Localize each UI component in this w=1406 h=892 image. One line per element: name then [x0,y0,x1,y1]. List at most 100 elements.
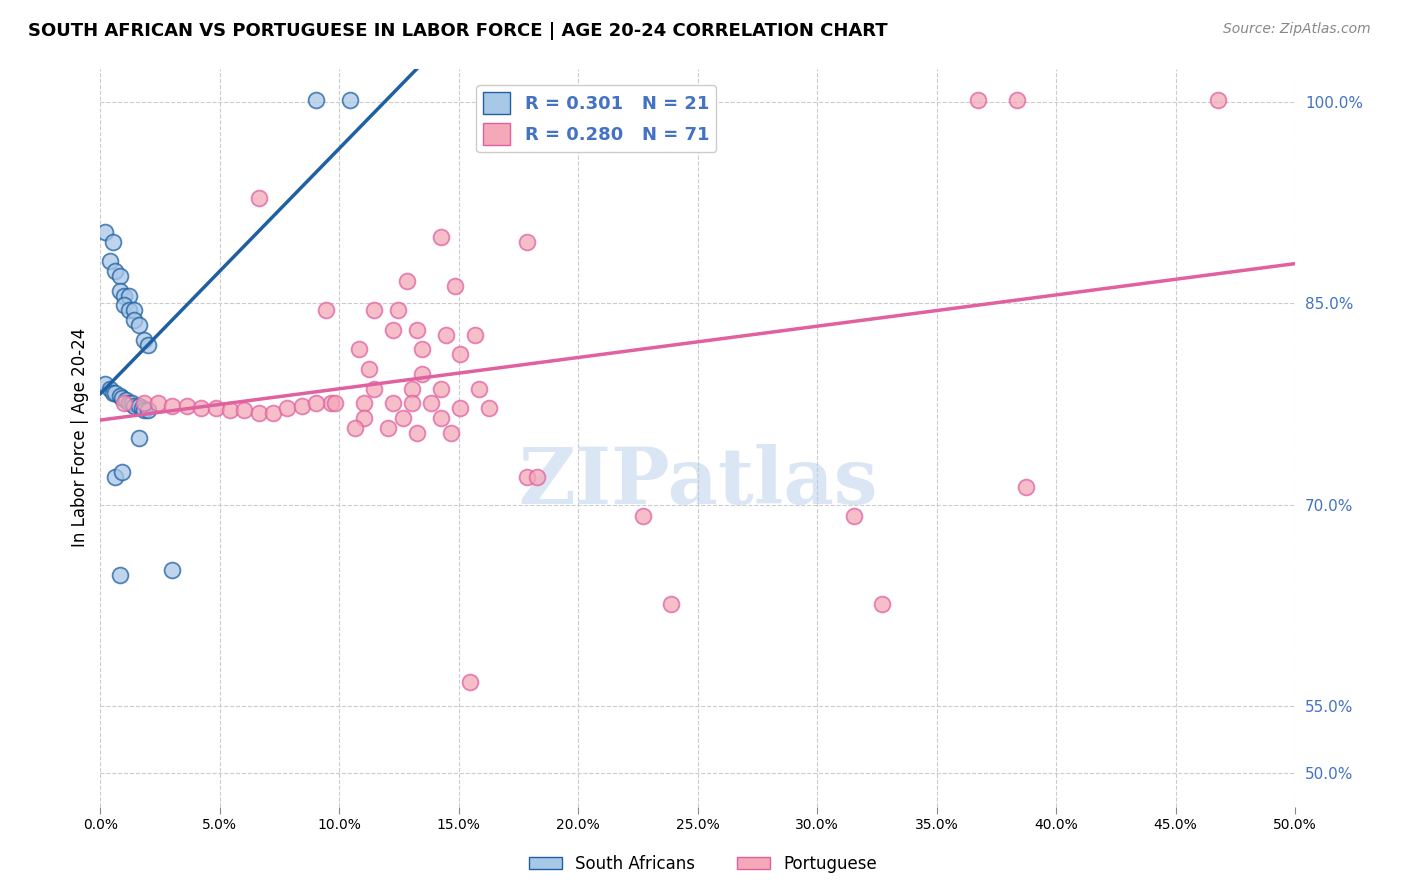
Point [387,303,409,318]
Point [101,235,124,249]
Point [219,403,242,417]
Point [108,268,131,283]
Point [190,401,212,416]
Point [357,362,380,376]
Point [430,382,453,396]
Point [458,675,481,690]
Point [401,382,423,396]
Point [262,406,284,420]
Point [872,597,894,611]
Point [128,431,150,445]
Point [104,264,127,278]
Point [104,386,127,401]
Point [112,288,135,302]
Point [430,411,453,425]
Text: ZIPatlas: ZIPatlas [517,444,877,520]
Point [631,508,654,523]
Point [108,284,131,298]
Point [464,327,486,342]
Text: SOUTH AFRICAN VS PORTUGUESE IN LABOR FORCE | AGE 20-24 CORRELATION CHART: SOUTH AFRICAN VS PORTUGUESE IN LABOR FOR… [28,22,887,40]
Point [526,469,548,483]
Point [138,403,160,417]
Point [353,411,375,425]
Point [132,333,155,347]
Point [112,298,135,312]
Point [122,399,145,413]
Point [115,393,138,408]
Point [1015,479,1038,493]
Point [468,382,491,396]
Point [444,278,467,293]
Point [122,313,145,327]
Legend: South Africans, Portuguese: South Africans, Portuguese [522,848,884,880]
Point [138,337,160,351]
Point [204,401,226,416]
Point [247,406,270,420]
Point [440,425,463,440]
Point [420,396,443,410]
Point [842,508,865,523]
Point [131,401,153,416]
Point [325,396,347,410]
Text: Source: ZipAtlas.com: Source: ZipAtlas.com [1223,22,1371,37]
Point [98,382,121,396]
Point [112,396,135,410]
Point [363,382,385,396]
Point [98,254,121,268]
Point [305,396,328,410]
Point [382,396,405,410]
Point [516,235,538,249]
Point [391,411,413,425]
Point [631,93,654,107]
Point [104,469,127,483]
Legend: R = 0.301   N = 21, R = 0.280   N = 71: R = 0.301 N = 21, R = 0.280 N = 71 [477,85,717,153]
Point [128,399,150,413]
Y-axis label: In Labor Force | Age 20-24: In Labor Force | Age 20-24 [72,328,89,547]
Point [343,421,366,435]
Point [449,347,471,361]
Point [94,376,117,391]
Point [478,401,501,416]
Point [659,597,682,611]
Point [233,403,256,417]
Point [118,288,141,302]
Point [349,343,371,357]
Point [967,93,990,107]
Point [516,469,538,483]
Point [118,396,141,410]
Point [291,399,314,413]
Point [382,323,405,337]
Point [396,274,419,288]
Point [132,403,155,417]
Point [319,396,342,410]
Point [247,191,270,205]
Point [377,421,399,435]
Point [411,367,433,381]
Point [449,401,471,416]
Point [121,396,143,410]
Point [401,396,423,410]
Point [122,303,145,318]
Point [406,323,429,337]
Point [363,303,385,318]
Point [162,399,184,413]
Point [693,93,716,107]
Point [1208,93,1230,107]
Point [406,425,429,440]
Point [132,396,155,410]
Point [101,386,124,401]
Point [276,401,298,416]
Point [339,93,361,107]
Point [162,563,184,577]
Point [176,399,198,413]
Point [108,567,131,582]
Point [411,343,433,357]
Point [353,396,375,410]
Point [146,396,169,410]
Point [1005,93,1028,107]
Point [111,465,134,479]
Point [111,392,134,406]
Point [108,389,131,403]
Point [94,225,117,239]
Point [434,327,457,342]
